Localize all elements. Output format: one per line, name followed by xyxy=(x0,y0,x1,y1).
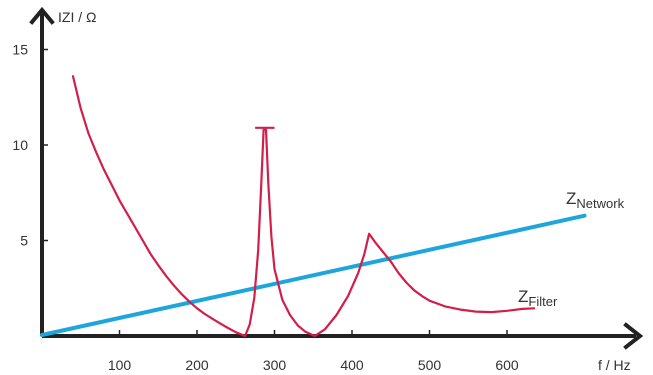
labels-layer: IZI / Ω f / Hz ZNetwork ZFilter xyxy=(58,9,631,373)
ticks: 100 200 300 400 500 600 5 10 15 xyxy=(12,42,518,374)
series-line-network xyxy=(40,213,587,337)
y-tick-label: 5 xyxy=(20,233,28,249)
series-line-filter xyxy=(71,75,536,338)
y-tick-label: 10 xyxy=(12,137,28,153)
series-layer xyxy=(40,75,587,338)
y-tick-label: 15 xyxy=(12,42,28,58)
x-axis-label: f / Hz xyxy=(598,357,631,373)
series-label-filter-sub: Filter xyxy=(528,294,558,309)
series-label-network-sub: Network xyxy=(576,196,624,211)
x-tick-label: 400 xyxy=(340,357,364,373)
x-tick-label: 200 xyxy=(185,357,209,373)
x-tick-label: 600 xyxy=(495,357,519,373)
y-axis-label: IZI / Ω xyxy=(58,9,96,25)
y-axis-arrow-icon xyxy=(29,6,55,25)
x-axis-arrow-icon xyxy=(623,322,644,350)
series-label-filter: ZFilter xyxy=(518,287,558,309)
x-tick-label: 100 xyxy=(108,357,132,373)
x-tick-label: 300 xyxy=(263,357,287,373)
x-tick-label: 500 xyxy=(418,357,442,373)
series-label-network-main: Z xyxy=(566,189,576,208)
series-label-network: ZNetwork xyxy=(566,189,625,211)
series-label-filter-main: Z xyxy=(518,287,528,306)
axes xyxy=(29,6,644,350)
